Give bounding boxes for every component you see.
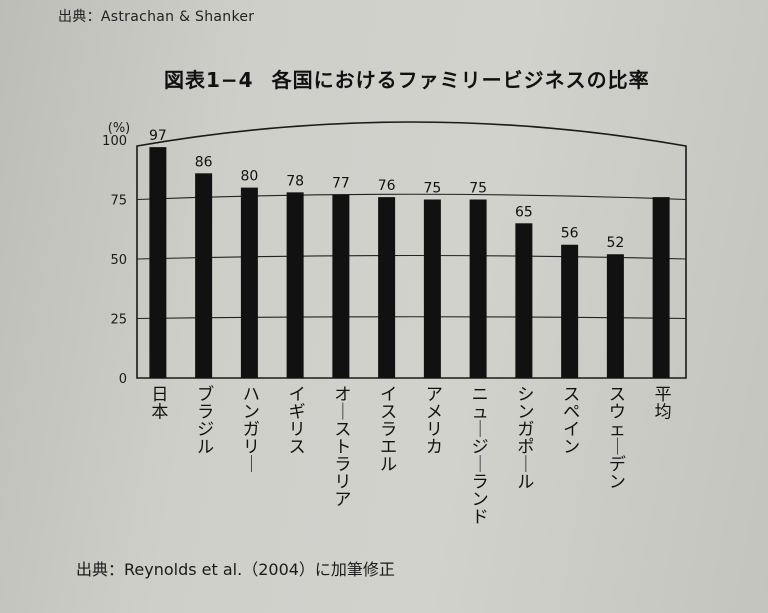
x-tick-label: 平均: [655, 385, 672, 423]
grid-layer: [136, 121, 687, 379]
bar-value-label: 80: [240, 169, 258, 185]
y-tick-label: 25: [110, 313, 127, 328]
top-source-note: 出典：Astrachan & Shanker: [58, 9, 255, 25]
bar: [469, 199, 487, 378]
bar-value-label: 76: [378, 178, 396, 194]
bar: [149, 147, 167, 378]
bar-value-label: 75: [469, 181, 487, 197]
source-citation: 出典：Reynolds et al.（2004）に加筆修正: [76, 560, 395, 579]
y-tick-label: 50: [110, 253, 127, 268]
bar: [561, 244, 579, 378]
bar: [652, 197, 670, 378]
x-tick-label: イギリス: [289, 385, 306, 458]
x-tick-label: オ｜ストラリア: [334, 385, 351, 510]
x-tick-label: アメリカ: [426, 385, 443, 458]
bar-value-label: 97: [149, 128, 167, 144]
x-tick-label: スペイン: [563, 385, 580, 458]
bar-value-label: 56: [561, 226, 579, 242]
y-axis-unit: (%): [108, 121, 131, 136]
x-tick-label: イスラエル: [380, 385, 397, 475]
figure-number: 図表1−4: [164, 68, 254, 92]
bar-value-label: 52: [606, 235, 624, 251]
bar: [423, 199, 441, 378]
y-tick-label: 100: [102, 134, 127, 149]
axis-layer: 0 25 50 75 100(%) 97 日本 86 ブラジル 80 ハンガリ｜ 78 イギリス 77 オ｜…: [102, 121, 671, 528]
bar-value-label: 75: [423, 181, 441, 197]
x-tick-label: ハンガリ｜: [243, 385, 260, 475]
bar: [240, 187, 258, 378]
bars-layer: [149, 147, 670, 378]
x-tick-label: スウェ｜デン: [609, 385, 626, 493]
bar-value-label: 86: [195, 154, 213, 170]
bar-value-label: 78: [286, 173, 304, 189]
x-tick-label: シンガポ｜ル: [517, 385, 534, 493]
bar-value-label: 65: [515, 204, 533, 220]
bar: [378, 197, 396, 378]
plot-frame: [136, 121, 687, 379]
gridline: [136, 193, 687, 201]
x-tick-label: 日本: [151, 385, 168, 423]
x-tick-label: ニュ｜ジ｜ランド: [472, 385, 489, 528]
bar: [332, 194, 350, 378]
bar: [515, 223, 533, 378]
y-tick-label: 75: [110, 194, 127, 209]
bar-value-label: 77: [332, 176, 350, 192]
bar: [286, 192, 304, 378]
y-tick-label: 0: [119, 372, 127, 387]
gridline: [136, 254, 687, 260]
x-tick-label: ブラジル: [197, 384, 214, 458]
bar: [606, 254, 624, 378]
bar: [195, 173, 213, 378]
gridline: [136, 316, 687, 320]
figure-title-text: 各国におけるファミリービジネスの比率: [271, 68, 650, 92]
figure-title: 図表1−4 各国におけるファミリービジネスの比率: [164, 64, 650, 93]
